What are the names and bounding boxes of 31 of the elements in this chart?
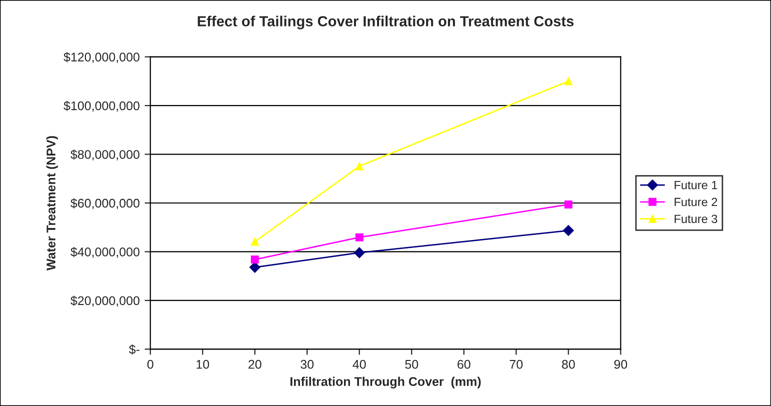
x-tick-label: 80 xyxy=(562,360,575,369)
x-tick-label: 40 xyxy=(352,360,366,369)
y-axis-title: Water Treatment (NPV) xyxy=(46,136,58,270)
chart-title: Effect of Tailings Cover Infiltration on Treatment Costs xyxy=(198,16,574,30)
y-tick-label: $20,000,000 xyxy=(70,296,140,307)
legend-label: Future 1 xyxy=(674,181,718,190)
x-tick-label: 30 xyxy=(300,360,314,369)
point xyxy=(250,256,259,264)
x-tick-label: 20 xyxy=(248,360,262,369)
x-tick-label: 0 xyxy=(147,360,154,369)
point xyxy=(250,238,259,246)
point xyxy=(355,233,364,242)
x-tick-label: 60 xyxy=(458,360,470,369)
x-axis-title: Infiltration Through Cover (mm) xyxy=(290,376,481,388)
x-tick-label: 90 xyxy=(614,360,628,369)
y-tick-label: $40,000,000 xyxy=(70,246,140,258)
legend-label: Future 2 xyxy=(674,198,718,206)
y-tick-label: $120,000,000 xyxy=(64,52,140,63)
point xyxy=(354,247,365,258)
point xyxy=(355,162,364,170)
x-tick-label: 70 xyxy=(510,360,523,369)
y-tick-label: $100,000,000 xyxy=(64,100,140,112)
x-tick-label: 50 xyxy=(405,360,418,369)
y-tick-label: $- xyxy=(128,344,140,355)
y-tick-label: $80,000,000 xyxy=(70,150,140,160)
point xyxy=(562,225,574,236)
x-tick-label: 10 xyxy=(196,360,210,369)
point xyxy=(564,200,572,208)
y-tick-label: $60,000,000 xyxy=(70,198,140,210)
legend-label: Future 3 xyxy=(674,214,718,224)
point xyxy=(564,77,572,86)
